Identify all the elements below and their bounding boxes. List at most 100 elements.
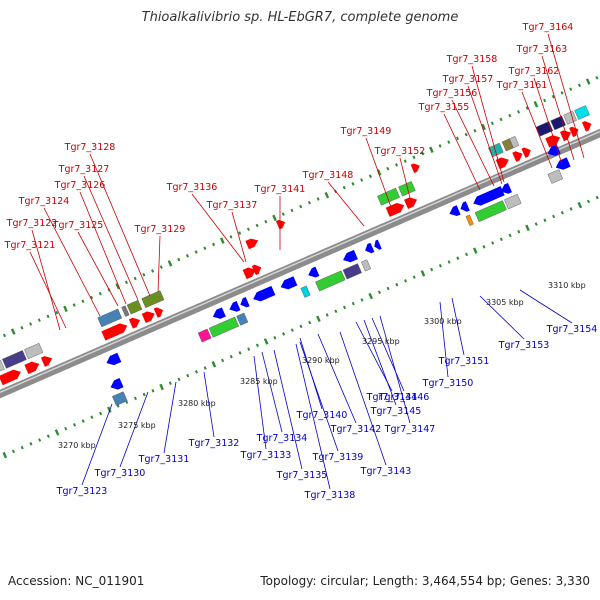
- scale-tick: [429, 146, 434, 153]
- scale-tick: [343, 305, 347, 310]
- scale-tick: [577, 83, 581, 88]
- scale-tick: [194, 250, 198, 254]
- scale-tick: [395, 163, 399, 167]
- scale-tick: [342, 185, 346, 190]
- scale-tick: [551, 94, 555, 99]
- reverse-gene-arrow: [308, 266, 320, 278]
- top-leader: [43, 207, 101, 317]
- top-leader: [541, 55, 575, 161]
- scale-label: 3300 kbp: [424, 317, 462, 326]
- top-leader: [29, 251, 67, 329]
- label-leaders: [29, 33, 585, 490]
- scale-label: 3280 kbp: [178, 399, 216, 408]
- gene-box: [398, 181, 416, 197]
- top-leader: [83, 175, 139, 301]
- scale-tick: [72, 423, 76, 427]
- scale-label: 3275 kbp: [118, 421, 156, 430]
- scale-tick: [10, 328, 16, 335]
- scale-tick: [499, 237, 503, 242]
- scale-tick: [37, 318, 41, 322]
- scale-tick: [586, 199, 591, 204]
- top-gene-label: Tgr7_3149: [340, 126, 392, 137]
- scale-tick: [46, 314, 50, 319]
- scale-tick: [229, 354, 233, 359]
- scale-tick: [447, 140, 451, 144]
- top-gene-label: Tgr7_3162: [508, 66, 560, 77]
- top-gene-label: Tgr7_3152: [374, 146, 426, 157]
- scale-tick: [263, 338, 269, 345]
- scale-tick: [290, 328, 294, 332]
- scale-tick: [334, 309, 338, 313]
- scale-tick: [491, 241, 495, 245]
- forward-gene-arrow: [559, 130, 572, 142]
- scale-tick: [124, 280, 128, 285]
- scale-tick: [473, 129, 477, 133]
- gene-box: [300, 285, 311, 298]
- top-gene-label: Tgr7_3121: [4, 240, 56, 251]
- scale-tick: [386, 166, 390, 171]
- top-leader: [231, 211, 247, 263]
- forward-gene-arrow: [251, 264, 262, 276]
- top-gene-label: Tgr7_3157: [442, 74, 494, 85]
- scale-tick: [177, 377, 181, 382]
- scale-labels: 3270 kbp 3275 kbp 3280 kbp 3285 kbp 3290 kbp…: [58, 281, 586, 450]
- scale-tick: [351, 182, 355, 186]
- scale-tick: [595, 195, 599, 200]
- gene-box: [112, 391, 128, 406]
- top-gene-label: Tgr7_3124: [18, 196, 70, 207]
- scale-tick: [525, 224, 530, 232]
- bottom-gene-label: Tgr7_3154: [546, 324, 598, 335]
- gene-box: [236, 312, 249, 326]
- gene-box: [141, 290, 165, 309]
- scale-tick: [11, 449, 16, 454]
- scale-tick: [212, 242, 216, 247]
- gene-box: [2, 350, 27, 369]
- bottom-leader: [439, 301, 449, 378]
- scale-tick: [412, 275, 416, 279]
- scale-tick: [508, 113, 512, 118]
- scale-tick: [167, 260, 173, 267]
- bottom-leader: [273, 349, 303, 470]
- scale-tick: [38, 438, 42, 442]
- top-gene-label: Tgr7_3161: [496, 80, 548, 91]
- scale-tick: [142, 272, 146, 277]
- forward-gene-arrow: [101, 323, 128, 341]
- scale-tick: [151, 269, 155, 273]
- top-gene-label: Tgr7_3148: [302, 170, 354, 181]
- scale-tick: [482, 245, 486, 249]
- reverse-gene-arrow: [374, 239, 382, 250]
- reverse-gene-arrow: [555, 157, 571, 170]
- gene-box: [315, 270, 346, 292]
- gene-box: [547, 169, 564, 184]
- top-leader: [31, 229, 61, 331]
- scale-tick: [499, 117, 503, 122]
- scale-tick: [386, 286, 390, 291]
- scale-label: 3305 kbp: [486, 298, 524, 307]
- scale-tick: [64, 426, 68, 431]
- top-gene-label: Tgr7_3127: [58, 164, 110, 175]
- scale-tick: [585, 78, 591, 85]
- scale-tick: [255, 343, 259, 348]
- reverse-gene-arrow: [343, 249, 358, 263]
- top-gene-label: Tgr7_3156: [426, 88, 478, 99]
- gene-box: [504, 193, 522, 210]
- gene-box: [574, 105, 590, 120]
- top-leader: [521, 91, 553, 169]
- top-leader: [157, 235, 161, 293]
- top-leader: [365, 137, 393, 211]
- scale-tick: [395, 282, 399, 287]
- gene-box: [550, 115, 566, 131]
- top-leader: [471, 65, 505, 183]
- scale-tick: [481, 123, 486, 131]
- scale-tick: [159, 383, 164, 391]
- top-gene-label: Tgr7_3125: [52, 220, 104, 231]
- scale-tick: [412, 155, 416, 160]
- scale-tick: [2, 451, 8, 459]
- scale-tick: [46, 434, 50, 438]
- scale-tick: [456, 256, 460, 260]
- scale-tick: [534, 222, 538, 226]
- forward-gene-arrow: [512, 151, 523, 162]
- reverse-gene-arrow: [500, 182, 512, 194]
- gene-box: [197, 328, 212, 343]
